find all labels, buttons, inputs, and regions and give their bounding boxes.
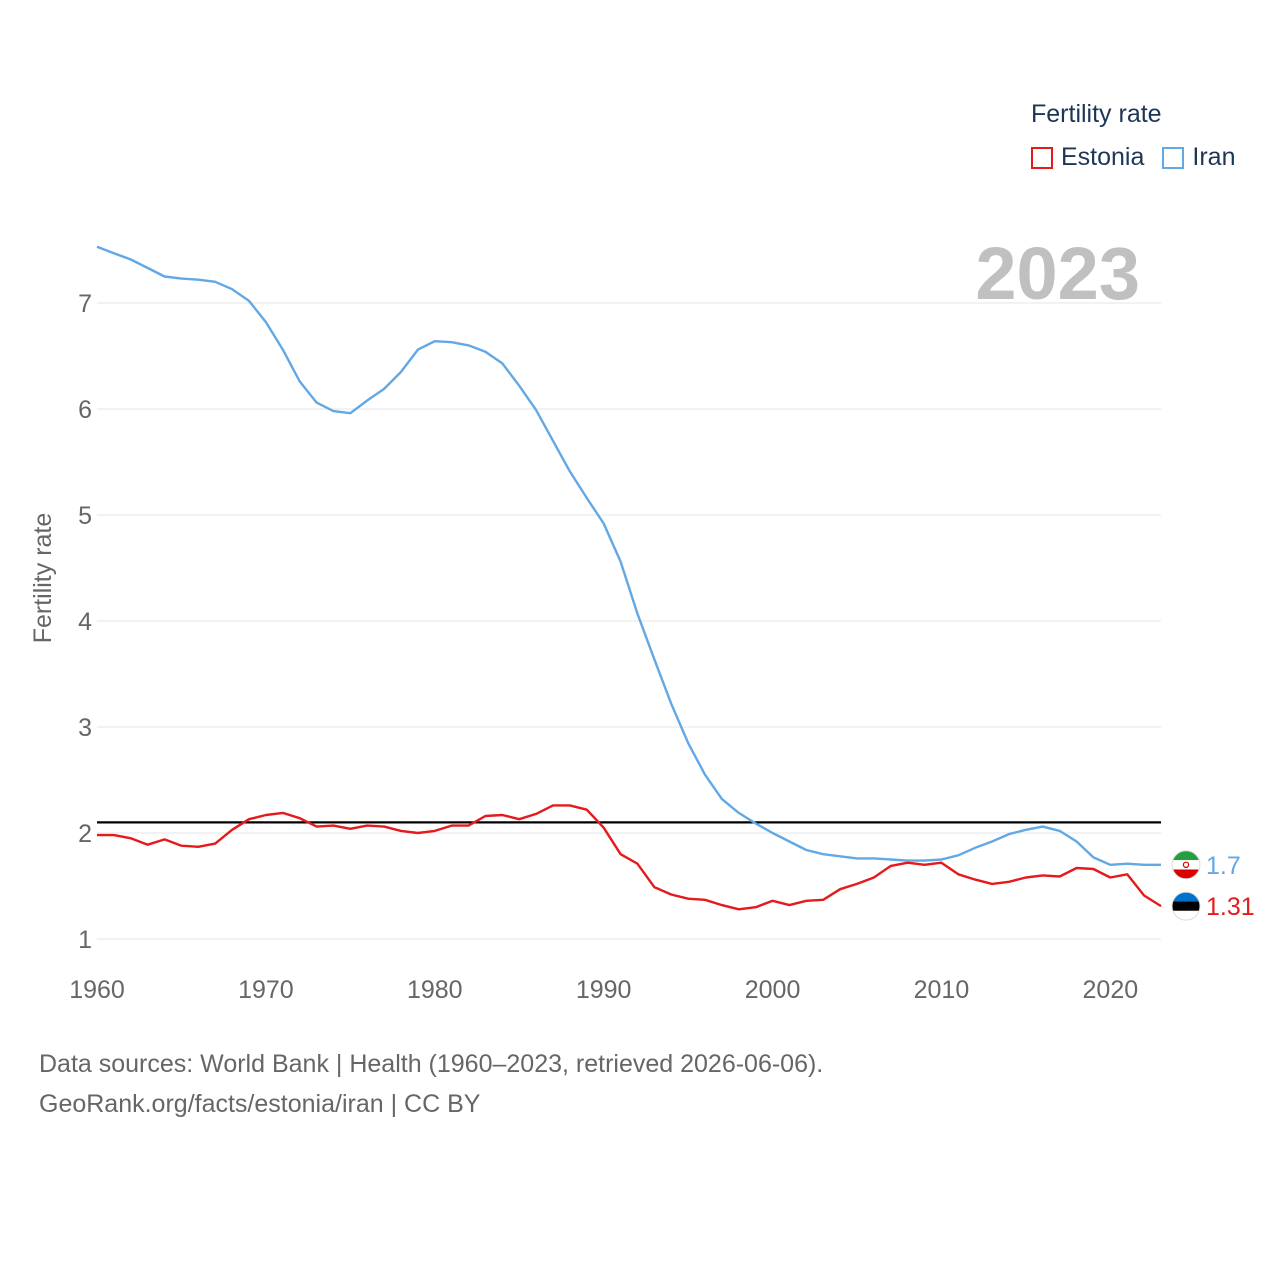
y-tick-label: 1 — [78, 926, 92, 954]
y-tick-label: 3 — [78, 714, 92, 742]
sources-line-2[interactable]: GeoRank.org/facts/estonia/iran | CC BY — [39, 1090, 481, 1118]
end-label-iran: 1.7 — [1206, 852, 1241, 880]
y-tick-label: 4 — [78, 608, 92, 636]
y-tick-labels: 1 2 3 4 5 6 7 — [78, 290, 92, 954]
end-labels: 1.31 1.7 — [1171, 850, 1255, 921]
estonia-flag-border — [1171, 891, 1201, 921]
y-tick-label: 5 — [78, 502, 92, 530]
series-lines — [96, 245, 1162, 911]
legend-swatch-estonia — [1031, 146, 1053, 169]
data-sources: Data sources: World Bank | Health (1960–… — [39, 1044, 823, 1124]
end-label-estonia: 1.31 — [1206, 893, 1255, 921]
y-tick-label: 7 — [78, 290, 92, 318]
series-line-iran — [96, 245, 1161, 866]
x-tick-label: 1970 — [238, 976, 294, 1004]
legend-title: Fertility rate — [1031, 100, 1162, 128]
legend-swatch-iran — [1162, 146, 1185, 169]
x-tick-label: 1990 — [576, 976, 632, 1004]
legend-item-estonia[interactable]: Estonia — [1031, 143, 1144, 172]
x-tick-label: 1980 — [407, 976, 463, 1004]
legend-label-estonia: Estonia — [1061, 143, 1145, 171]
series-line-estonia — [97, 804, 1162, 911]
year-label: 2023 — [975, 232, 1140, 315]
legend-item-iran[interactable]: Iran — [1162, 143, 1235, 172]
y-tick-label: 6 — [78, 396, 92, 424]
legend-label-iran: Iran — [1192, 143, 1236, 171]
x-tick-labels: 1960 1970 1980 1990 2000 2010 2020 — [69, 976, 1138, 1004]
iran-flag-border — [1171, 850, 1201, 880]
y-tick-label: 2 — [78, 820, 92, 848]
x-tick-label: 1960 — [69, 976, 125, 1004]
grid-lines — [97, 302, 1161, 940]
x-tick-label: 2000 — [745, 976, 801, 1004]
sources-line-1: Data sources: World Bank | Health (1960–… — [39, 1050, 824, 1078]
y-axis-label: Fertility rate — [29, 513, 57, 644]
legend: Estonia Iran — [1031, 143, 1253, 172]
x-tick-label: 2020 — [1083, 976, 1139, 1004]
estonia-flag-icon — [1172, 892, 1200, 921]
x-tick-label: 2010 — [914, 976, 970, 1004]
iran-flag-icon — [1172, 850, 1200, 879]
